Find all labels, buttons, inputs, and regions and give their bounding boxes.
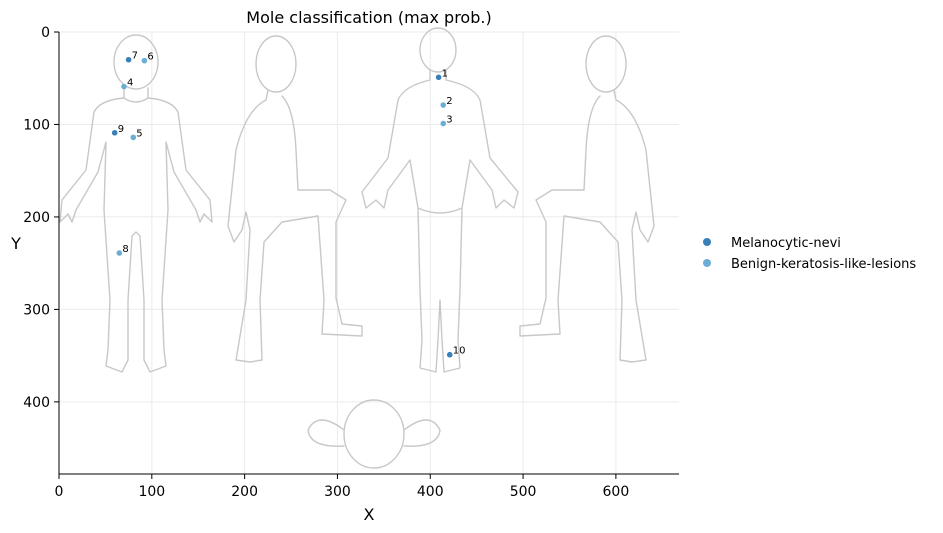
mole-point-label: 5 — [136, 128, 142, 139]
mole-point — [130, 134, 137, 141]
mole-point-label: 3 — [446, 115, 452, 126]
legend-label: Melanocytic-nevi — [731, 236, 841, 251]
y-tick-label: 100 — [23, 117, 50, 133]
axes — [58, 32, 679, 475]
mole-points: 1 7 9 10 2 3 4 5 6 8 — [111, 51, 466, 358]
x-axis-label: X — [364, 505, 375, 524]
mole-point-label: 1 — [442, 68, 448, 79]
x-ticks: 0 100 200 300 400 500 600 — [55, 474, 630, 500]
body-outline-diagram — [59, 27, 655, 469]
mole-point — [435, 74, 442, 81]
y-tick-label: 300 — [23, 302, 50, 318]
y-tick-label: 200 — [23, 210, 50, 226]
mole-point-label: 8 — [122, 244, 128, 255]
mole-point-label: 9 — [118, 124, 124, 135]
front-body-outline — [59, 34, 213, 373]
top-head-outline — [307, 399, 441, 469]
mole-point-label: 7 — [132, 51, 138, 62]
mole-point-label: 10 — [453, 346, 466, 357]
x-tick-label: 600 — [603, 484, 630, 500]
mole-point — [141, 57, 148, 64]
y-ticks: 0 100 200 300 400 — [23, 25, 59, 411]
mole-point — [446, 351, 453, 358]
mole-point-label: 4 — [127, 78, 133, 89]
legend-marker — [703, 259, 711, 267]
mole-point — [125, 56, 132, 63]
x-tick-label: 100 — [138, 484, 165, 500]
legend-label: Benign-keratosis-like-lesions — [731, 257, 916, 272]
y-tick-label: 400 — [23, 395, 50, 411]
legend: Melanocytic-nevi Benign-keratosis-like-le… — [703, 236, 916, 272]
x-tick-label: 200 — [231, 484, 258, 500]
legend-marker — [703, 238, 711, 246]
y-axis-label: Y — [10, 234, 21, 253]
mole-point-label: 6 — [147, 52, 153, 63]
x-tick-label: 500 — [510, 484, 537, 500]
mole-point — [440, 102, 447, 108]
mole-point — [111, 129, 118, 136]
mole-point — [116, 250, 123, 256]
mole-point — [121, 83, 127, 90]
mole-point-label: 2 — [446, 96, 452, 107]
mole-point — [440, 120, 447, 127]
y-tick-label: 0 — [41, 25, 50, 41]
x-tick-label: 400 — [417, 484, 444, 500]
x-tick-label: 0 — [55, 484, 64, 500]
right-side-body-outline — [519, 35, 655, 363]
chart-title: Mole classification (max prob.) — [246, 8, 491, 27]
back-body-outline — [361, 27, 519, 373]
left-side-body-outline — [227, 35, 363, 363]
x-tick-label: 300 — [324, 484, 351, 500]
